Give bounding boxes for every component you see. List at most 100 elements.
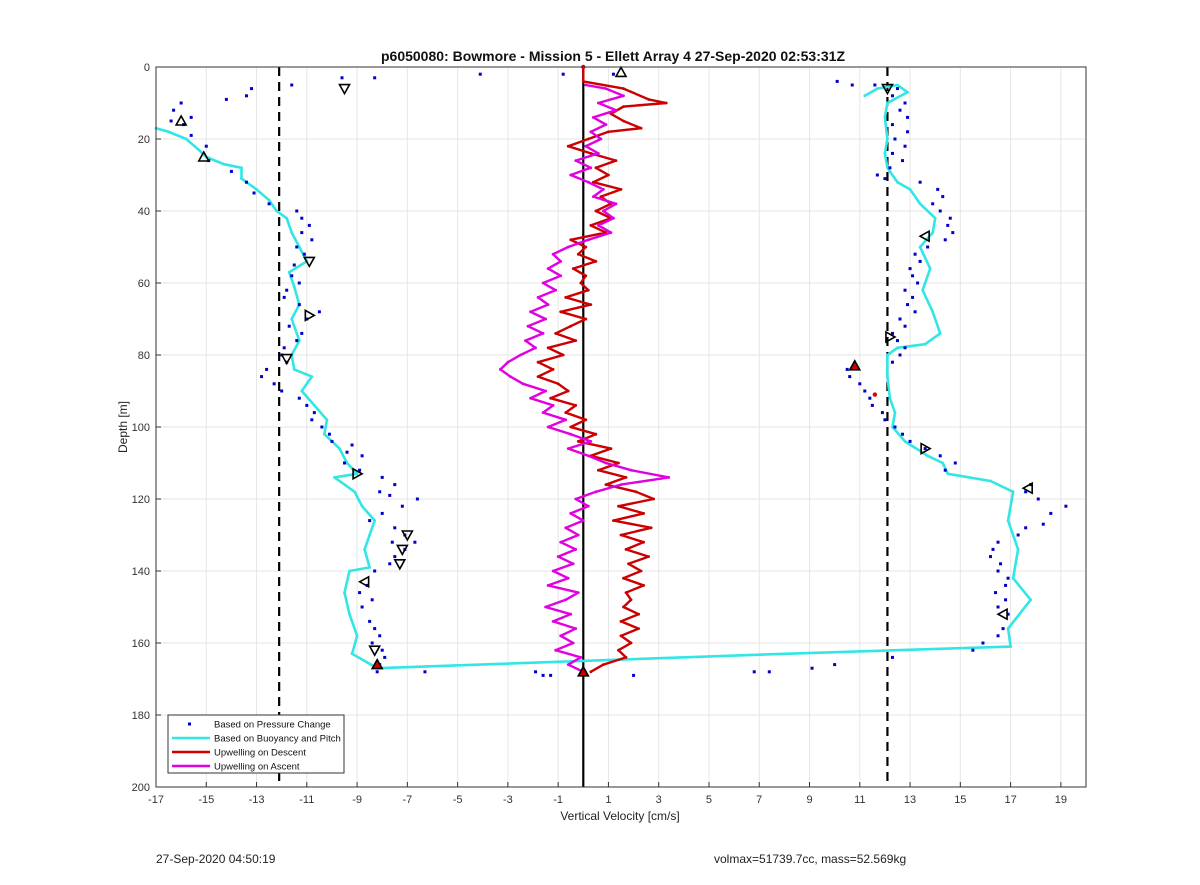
pressure-change-point	[752, 670, 756, 674]
upwelling-on-descent-point	[596, 468, 600, 472]
upwelling-on-ascent-point	[569, 512, 573, 515]
upwelling-on-ascent-point	[579, 656, 583, 659]
upwelling-on-descent-point	[634, 490, 638, 494]
legend-entry-label: Based on Pressure Change	[214, 720, 331, 731]
pressure-change-point	[873, 83, 877, 87]
upwelling-on-ascent-point	[576, 591, 580, 594]
upwelling-on-ascent-point	[559, 634, 563, 638]
based-on-buoyancy-and-pitch-point	[888, 396, 892, 400]
upwelling-on-descent-point	[624, 656, 628, 659]
pressure-change-point	[343, 461, 347, 465]
pressure-change-point	[312, 411, 316, 415]
y-tick-label: 60	[138, 278, 150, 290]
upwelling-on-ascent-point	[564, 418, 568, 422]
triangle-marker	[395, 544, 409, 557]
based-on-buoyancy-and-pitch-point	[355, 634, 359, 638]
based-on-buoyancy-and-pitch-point	[883, 152, 887, 155]
upwelling-on-ascent-point	[619, 483, 623, 486]
pressure-change-point	[850, 83, 854, 87]
upwelling-on-descent-point	[584, 317, 588, 321]
pressure-change-point	[373, 76, 377, 80]
pressure-change-point	[415, 497, 419, 501]
upwelling-on-descent-point	[604, 483, 608, 486]
upwelling-on-descent-point	[569, 238, 573, 242]
pressure-change-point	[290, 83, 294, 87]
x-tick-label: -11	[299, 794, 314, 806]
upwelling-on-ascent-point	[596, 101, 600, 105]
upwelling-on-ascent-point	[529, 396, 532, 400]
x-tick-label: -3	[503, 794, 513, 806]
upwelling-on-ascent-point	[622, 94, 625, 98]
upwelling-on-ascent-point	[589, 440, 593, 443]
based-on-buoyancy-and-pitch-point	[931, 231, 935, 235]
based-on-buoyancy-and-pitch-point	[197, 148, 201, 152]
upwelling-on-ascent-point	[604, 123, 608, 126]
based-on-buoyancy-and-pitch-point	[333, 476, 336, 479]
based-on-buoyancy-and-pitch-point	[989, 479, 992, 483]
upwelling-on-ascent-point	[519, 353, 522, 357]
pressure-change-point	[393, 555, 397, 559]
y-tick-label: 140	[132, 566, 150, 578]
pressure-change-point	[901, 432, 905, 436]
upwelling-on-ascent-point	[544, 389, 547, 393]
upwelling-on-descent-point	[584, 274, 588, 278]
pressure-change-point	[307, 223, 311, 227]
footer-timestamp: 27-Sep-2020 04:50:19	[156, 852, 276, 866]
based-on-buoyancy-and-pitch-point	[343, 591, 346, 594]
pressure-change-point	[1006, 576, 1010, 580]
pressure-change-point	[265, 367, 269, 371]
pressure-change-point	[388, 493, 392, 497]
based-on-buoyancy-and-pitch-point	[946, 472, 950, 476]
upwelling-on-descent-point	[649, 526, 653, 530]
pressure-change-point	[358, 591, 362, 595]
pressure-change-point	[1024, 490, 1028, 494]
pressure-change-point	[888, 166, 892, 170]
based-on-buoyancy-and-pitch-point	[886, 353, 889, 357]
based-on-buoyancy-and-pitch-point	[896, 83, 899, 87]
upwelling-on-descent-point	[622, 105, 625, 108]
pressure-change-point	[890, 94, 894, 98]
upwelling-on-descent-point	[549, 396, 553, 400]
based-on-buoyancy-and-pitch-point	[875, 87, 879, 90]
pressure-change-point	[295, 209, 299, 213]
pressure-change-point	[345, 450, 349, 454]
pressure-change-point	[189, 115, 193, 119]
based-on-buoyancy-and-pitch-point	[348, 612, 351, 616]
based-on-buoyancy-and-pitch-point	[310, 375, 314, 378]
pressure-change-point	[918, 259, 922, 263]
pressure-change-point	[179, 101, 183, 105]
pressure-change-point	[988, 555, 992, 559]
triangle-marker	[304, 309, 316, 322]
pressure-change-point	[310, 418, 314, 422]
pressure-change-point	[1024, 526, 1028, 530]
upwelling-on-ascent-point	[569, 432, 573, 436]
x-axis-label: Vertical Velocity [cm/s]	[560, 809, 679, 823]
based-on-buoyancy-and-pitch-point	[290, 317, 294, 321]
upwelling-on-descent-point	[581, 80, 585, 83]
pressure-change-point	[767, 670, 771, 674]
pressure-change-point	[996, 569, 1000, 573]
upwelling-on-descent-point	[627, 562, 630, 566]
upwelling-on-ascent-point	[596, 152, 600, 155]
pressure-change-point	[875, 173, 879, 177]
upwelling-on-ascent-point	[584, 144, 588, 148]
upwelling-on-descent-point	[647, 555, 651, 558]
upwelling-on-ascent-point	[569, 173, 573, 177]
triangle-marker	[996, 607, 1008, 621]
based-on-buoyancy-and-pitch-point	[941, 461, 945, 465]
based-on-buoyancy-and-pitch-point	[285, 216, 289, 220]
pressure-change-point	[370, 598, 374, 602]
pressure-change-point	[378, 634, 382, 638]
pressure-change-point	[996, 540, 1000, 544]
based-on-buoyancy-and-pitch-point	[222, 162, 226, 166]
based-on-buoyancy-and-pitch-point	[896, 346, 899, 350]
based-on-buoyancy-and-pitch-point	[297, 339, 301, 342]
upwelling-on-descent-point	[589, 224, 593, 227]
upwelling-on-descent-point	[652, 497, 656, 501]
based-on-buoyancy-and-pitch-point	[1029, 598, 1033, 602]
pressure-change-point	[1001, 627, 1005, 631]
based-on-buoyancy-and-pitch-point	[363, 548, 367, 551]
upwelling-on-ascent-point	[574, 497, 578, 501]
upwelling-on-descent-point	[619, 188, 623, 191]
upwelling-on-ascent-point	[566, 576, 570, 580]
